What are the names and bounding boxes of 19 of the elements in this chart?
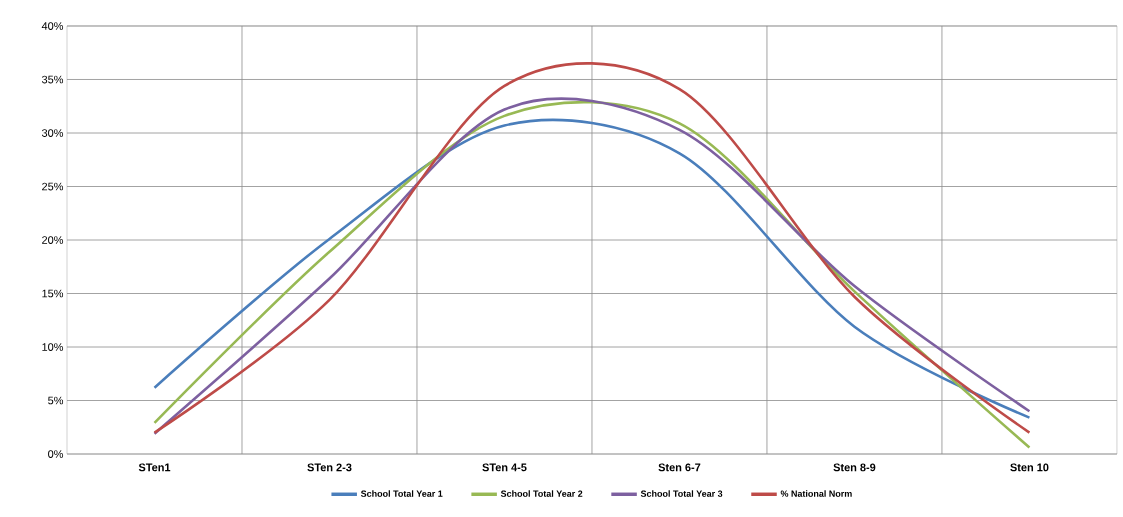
legend-label: School Total Year 3 — [640, 490, 723, 497]
y-tick-label: 40% — [41, 22, 64, 30]
y-tick-label: 15% — [42, 289, 64, 298]
x-tick-label: Sten 8-9 — [833, 463, 876, 472]
x-tick-label: Sten 6-7 — [658, 463, 701, 472]
legend-label: School Total Year 2 — [500, 490, 583, 497]
y-tick-label: 5% — [48, 396, 64, 405]
legend-label: School Total Year 1 — [360, 490, 443, 497]
x-tick-label: Sten 10 — [1010, 463, 1049, 472]
x-tick-label: STen 2-3 — [307, 463, 352, 472]
y-tick-label: 30% — [41, 129, 64, 137]
legend-label: % National Norm — [780, 490, 852, 497]
y-tick-label: 0% — [48, 450, 64, 458]
x-tick-label: STen1 — [138, 463, 171, 472]
x-tick-label: STen 4-5 — [482, 463, 527, 472]
y-tick-label: 10% — [42, 343, 64, 351]
y-tick-label: 25% — [42, 182, 64, 191]
y-tick-label: 35% — [41, 75, 64, 84]
y-tick-label: 20% — [42, 236, 64, 244]
